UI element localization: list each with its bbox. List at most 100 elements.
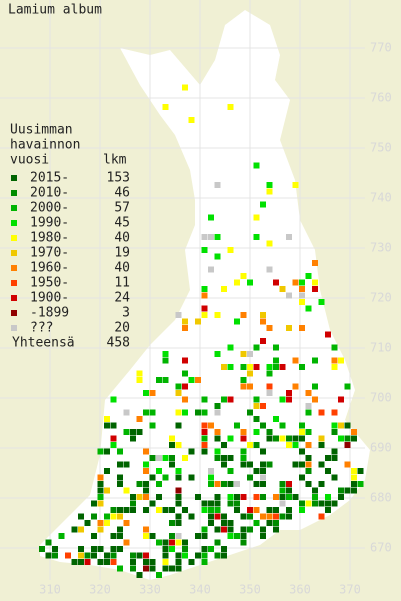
legend-count: 45 [114,216,130,231]
occurrence [240,494,247,500]
occurrence [325,468,331,474]
occurrence [175,559,182,565]
occurrence [318,500,325,507]
occurrence [247,526,253,533]
legend-count: 24 [114,291,130,306]
occurrence [78,559,84,565]
occurrence [156,539,162,546]
occurrence [305,500,312,507]
occurrence [214,507,221,513]
occurrence [130,500,136,507]
occurrence [117,448,123,455]
occurrence [221,552,227,559]
legend-heading: havainnon [10,138,80,153]
occurrence [208,468,214,474]
occurrence [143,552,149,559]
occurrence [227,526,234,533]
occurrence [266,370,273,377]
occurrence [312,260,318,266]
occurrence [214,234,221,240]
occurrence [273,344,279,351]
occurrence [175,474,182,481]
occurrence [247,507,253,513]
occurrence [156,572,162,578]
occurrence [188,513,195,520]
occurrence [344,461,351,468]
y-axis-label: 680 [370,491,392,505]
occurrence [338,487,344,494]
occurrence [117,533,123,539]
occurrence [208,234,214,240]
occurrence [188,377,195,383]
occurrence [110,422,117,429]
occurrence [201,448,208,455]
y-axis-label: 700 [370,391,392,405]
occurrence [110,559,117,565]
occurrence [273,520,279,526]
occurrence [292,435,299,442]
occurrence [305,429,312,435]
occurrence [208,214,214,221]
occurrence [97,474,104,481]
occurrence-group [97,260,357,546]
occurrence [312,286,318,292]
occurrence [136,494,143,500]
occurrence [338,396,344,403]
occurrence [227,481,234,487]
occurrence [325,455,331,461]
occurrence [182,370,188,377]
legend-count: 57 [114,201,130,216]
legend-swatch [11,280,17,286]
occurrence [175,513,182,520]
occurrence [253,162,260,169]
occurrence [286,325,292,331]
occurrence [214,182,221,188]
occurrence [266,188,273,195]
occurrence [299,279,305,286]
occurrence [110,552,117,559]
x-axis-label: 350 [239,583,261,597]
occurrence [136,572,143,578]
occurrence [175,494,182,500]
occurrence [299,461,305,468]
occurrence [123,461,130,468]
occurrence [260,201,266,208]
occurrence [130,565,136,572]
occurrence [331,429,338,435]
occurrence [318,481,325,487]
occurrence [195,318,201,325]
occurrence [182,546,188,552]
occurrence [279,364,286,370]
occurrence [305,409,312,416]
occurrence [318,409,325,416]
occurrence [201,292,208,299]
occurrence [143,481,149,487]
occurrence [266,513,273,520]
occurrence [182,357,188,364]
y-axis-label: 750 [370,141,392,155]
occurrence [169,435,175,442]
occurrence [104,468,110,474]
y-axis-label: 730 [370,241,392,255]
occurrence [325,331,331,338]
legend-label: 1970- [30,246,69,261]
occurrence [201,305,208,312]
occurrence [123,409,130,416]
occurrence [253,520,260,526]
occurrence [260,494,266,500]
x-axis-label: 330 [139,583,161,597]
occurrence [175,487,182,494]
occurrence [175,409,182,416]
occurrence [299,292,305,299]
occurrence [201,234,208,240]
legend-label: 1980- [30,231,69,246]
occurrence [214,494,221,500]
occurrence [201,422,208,429]
occurrence [318,513,325,520]
occurrence [292,442,299,448]
occurrence [286,234,292,240]
occurrence [331,422,338,429]
occurrence [208,507,214,513]
occurrence [344,383,351,390]
occurrence [266,429,273,435]
